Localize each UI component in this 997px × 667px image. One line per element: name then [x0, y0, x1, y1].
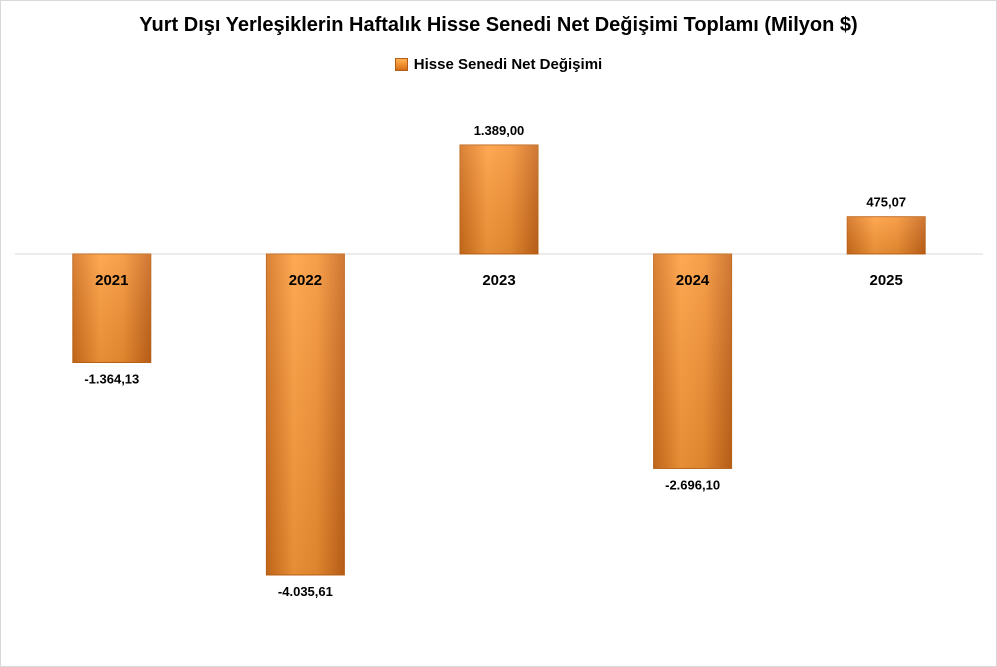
bars-layer: [72, 144, 926, 576]
legend-swatch: [394, 58, 408, 71]
bar-shade-2021: [72, 254, 151, 363]
bar-shade-2025: [847, 216, 926, 254]
category-label-2023: 2023: [482, 272, 515, 289]
bar-shade-2023: [460, 145, 538, 254]
labels-layer: -1.364,13 2021 -4.035,61 2022 1.389,00 2023 -2…: [84, 123, 906, 599]
bar-shade-2024: [653, 254, 732, 469]
data-label-2024: -2.696,10: [665, 477, 720, 492]
category-label-2025: 2025: [870, 272, 903, 289]
category-label-2024: 2024: [676, 272, 710, 289]
legend: Hisse Senedi Net Değişimi: [0, 56, 997, 73]
data-label-2023: 1.389,00: [474, 123, 525, 138]
category-label-2022: 2022: [289, 272, 322, 289]
chart-title: Yurt Dışı Yerleşiklerin Haftalık Hisse S…: [139, 14, 858, 36]
bar-shade-2022: [266, 254, 345, 575]
data-label-2022: -4.035,61: [278, 584, 333, 599]
category-label-2021: 2021: [95, 272, 128, 289]
data-label-2021: -1.364,13: [84, 372, 139, 387]
legend-label: Hisse Senedi Net Değişimi: [413, 56, 603, 73]
data-label-2025: 475,07: [866, 195, 906, 210]
